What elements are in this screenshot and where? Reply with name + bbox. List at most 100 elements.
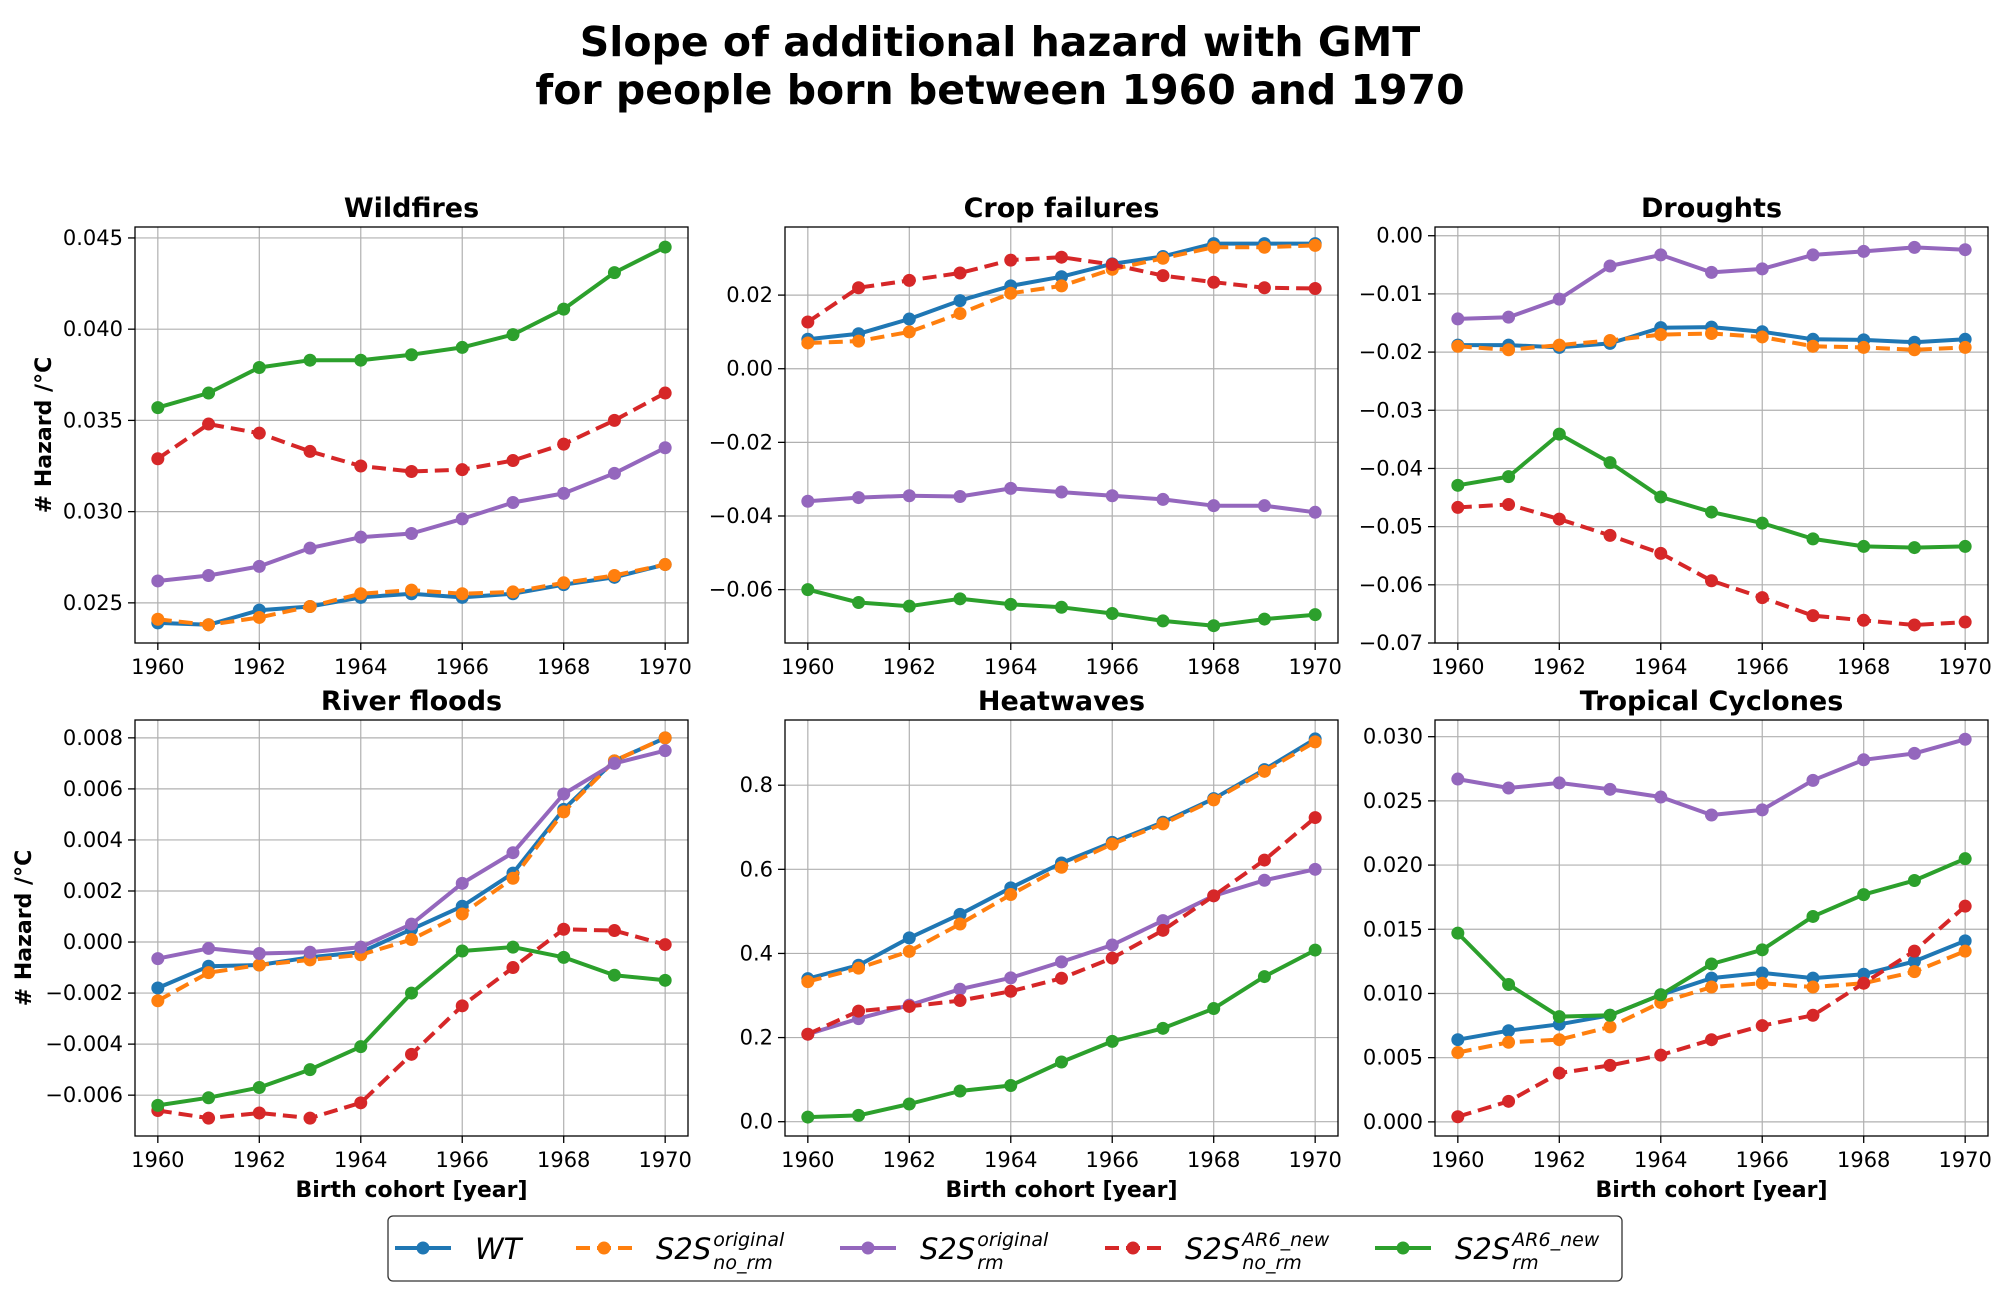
legend-label-base: S2S: [1185, 1232, 1240, 1266]
data-point: [455, 999, 469, 1013]
data-point: [1654, 1048, 1668, 1062]
data-point: [303, 541, 317, 555]
x-tick-label: 1962: [883, 655, 936, 679]
data-point: [455, 876, 469, 890]
subplot-crop-failures: 1960 1962 1964 1966 1968 1970 −0.06 −0.04 −0.02 0…: [709, 193, 1342, 679]
data-point: [303, 353, 317, 367]
series-line: [157, 245, 667, 410]
y-tick-label: 0.030: [63, 500, 123, 524]
x-tick-label: 1964: [984, 1148, 1037, 1172]
y-tick-label: 0.8: [740, 773, 773, 797]
data-point: [658, 386, 672, 400]
data-point: [506, 846, 520, 860]
data-point: [202, 568, 216, 582]
data-point: [1105, 1034, 1119, 1048]
subplot-title: Heatwaves: [978, 686, 1145, 717]
axes-frame: [1434, 226, 1989, 644]
data-point: [506, 940, 520, 954]
x-tick-label: 1960: [131, 1148, 184, 1172]
data-point: [354, 587, 368, 601]
figure-title-line-1: Slope of additional hazard with GMT: [580, 18, 1421, 66]
legend-label-superscript: AR6_new: [1240, 1229, 1330, 1251]
series-s2s-ar6-new-no-rm: [151, 386, 672, 478]
data-point: [1156, 614, 1170, 628]
data-point: [1257, 873, 1271, 887]
data-point: [852, 281, 866, 295]
data-point: [455, 463, 469, 477]
y-tick-label: 0.2: [740, 1026, 773, 1050]
series-s2s-ar6-new-rm: [1451, 427, 1972, 555]
y-tick-label: −0.03: [1359, 398, 1423, 422]
data-point: [953, 294, 967, 308]
data-point: [1055, 279, 1068, 293]
data-point: [1004, 286, 1018, 300]
data-point: [1654, 248, 1668, 262]
data-point: [1857, 539, 1871, 553]
data-point: [557, 950, 571, 964]
data-point: [1806, 248, 1820, 262]
data-point: [252, 958, 266, 972]
data-point: [1907, 240, 1921, 254]
data-point: [455, 340, 469, 354]
data-point: [1055, 270, 1068, 284]
data-point: [405, 464, 418, 478]
legend-label: WT: [475, 1232, 524, 1266]
x-tick-label: 1970: [1288, 1148, 1341, 1172]
data-point: [1004, 971, 1018, 985]
data-point: [557, 302, 571, 316]
gridlines: [785, 720, 1338, 1136]
series-s2s-original-rm: [151, 744, 672, 966]
data-point: [902, 599, 916, 613]
data-point: [1958, 243, 1972, 257]
data-point: [1055, 971, 1068, 985]
x-tick-label: 1964: [984, 655, 1037, 679]
data-point: [801, 336, 815, 350]
data-point: [557, 922, 571, 936]
data-point: [1257, 853, 1271, 867]
data-point: [801, 583, 815, 597]
x-tick-label: 1960: [781, 1148, 834, 1172]
data-point: [202, 1091, 216, 1105]
y-tick-label: 0.008: [63, 726, 123, 750]
data-point: [1105, 607, 1119, 621]
data-point: [607, 924, 621, 938]
legend-frame: [387, 1215, 1623, 1282]
data-point: [252, 426, 266, 440]
data-point: [1857, 613, 1871, 627]
x-tick-label: 1970: [638, 655, 691, 679]
data-point: [801, 494, 815, 508]
legend-marker: [416, 1241, 430, 1255]
y-tick-label: 0.6: [740, 857, 773, 881]
data-point: [1705, 326, 1718, 340]
x-tick-label: 1962: [883, 1148, 936, 1172]
x-tick-label: 1968: [1187, 655, 1240, 679]
subplot-river-floods: 1960 1962 1964 1966 1968 1970 −0.006 −0.004 −0.0…: [12, 686, 692, 1203]
data-point: [658, 744, 672, 758]
data-point: [852, 596, 866, 610]
data-point: [1755, 976, 1769, 990]
data-point: [455, 587, 469, 601]
data-point: [1156, 923, 1170, 937]
x-axis-label: Birth cohort [year]: [295, 1178, 527, 1203]
x-tick-label: 1962: [233, 655, 286, 679]
series-s2s-ar6-new-rm: [801, 943, 1322, 1124]
data-point: [801, 975, 815, 989]
data-point: [1257, 499, 1271, 513]
y-tick-label: 0.02: [726, 283, 773, 307]
data-point: [902, 325, 916, 339]
legend-marker: [1126, 1241, 1140, 1255]
data-point: [1156, 817, 1170, 831]
y-tick-label: −0.06: [709, 578, 773, 602]
data-point: [1451, 339, 1465, 353]
data-point: [1654, 988, 1668, 1002]
data-point: [1958, 852, 1972, 866]
data-point: [303, 945, 317, 959]
axes-frame: [1434, 719, 1989, 1137]
subplot-title: Tropical Cyclones: [1580, 686, 1844, 717]
data-point: [405, 583, 418, 597]
data-point: [252, 1106, 266, 1120]
x-tick-label: 1966: [1086, 655, 1139, 679]
y-tick-label: 0.025: [63, 591, 123, 615]
